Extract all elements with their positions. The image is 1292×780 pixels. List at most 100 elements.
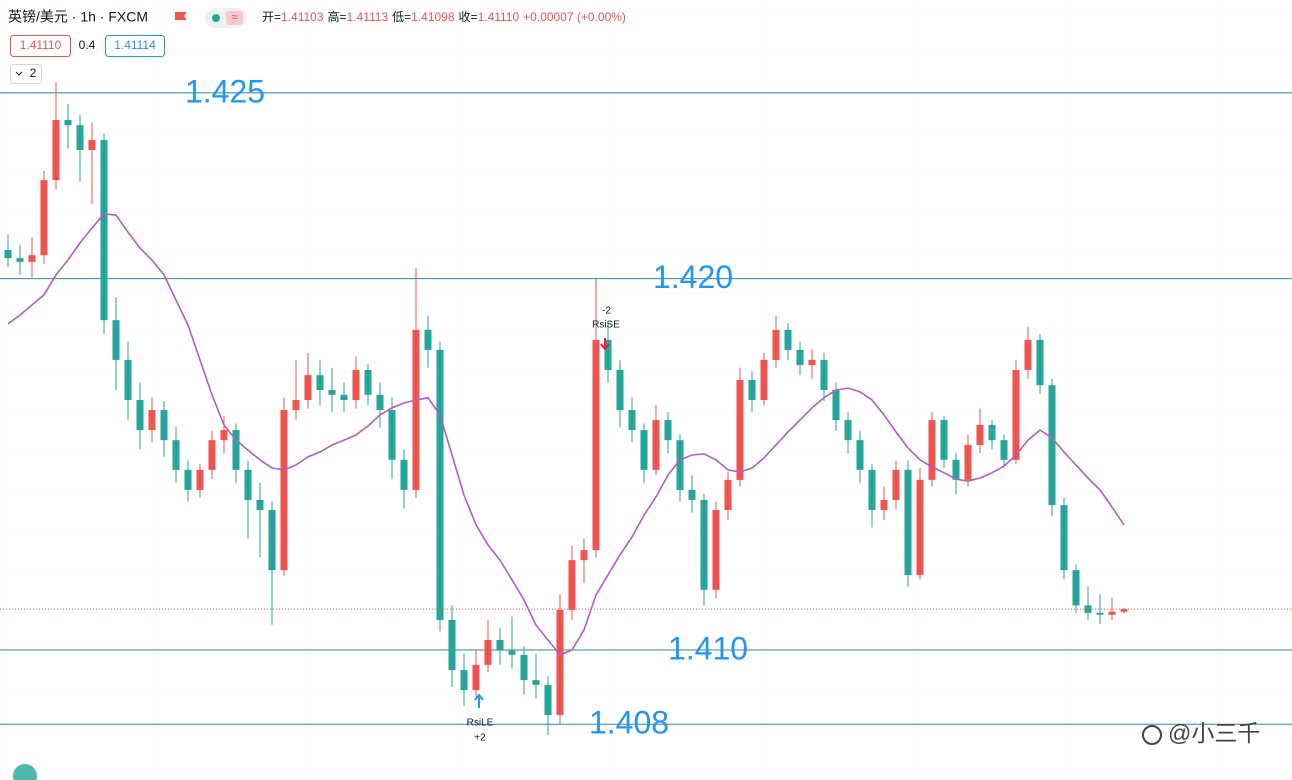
candle-body xyxy=(976,424,984,445)
candle-body xyxy=(724,479,732,510)
candle-body xyxy=(496,639,504,650)
candle-body xyxy=(568,560,576,610)
candle-body xyxy=(952,459,960,480)
candle-body xyxy=(796,349,804,366)
candle-body xyxy=(784,329,792,350)
candle-body xyxy=(88,140,96,151)
candle-body xyxy=(772,329,780,360)
horizontal-line-label: 1.408 xyxy=(589,705,669,741)
candle-body xyxy=(988,424,996,441)
candle-body xyxy=(1108,611,1116,615)
candle-body xyxy=(124,359,132,401)
candle-body xyxy=(448,619,456,671)
moving-average xyxy=(7,213,1125,656)
signal-arrow-down xyxy=(600,338,610,351)
status-dot xyxy=(212,14,220,22)
candle-body xyxy=(520,654,528,681)
indicator-toggle[interactable] xyxy=(10,64,42,84)
bid-box[interactable] xyxy=(10,35,71,57)
label: 高= xyxy=(328,9,347,24)
candle-body xyxy=(4,249,12,259)
candle-body xyxy=(1012,369,1020,460)
horizontal-line-label: 1.410 xyxy=(668,630,748,666)
candle-body xyxy=(424,329,432,350)
candle-body xyxy=(100,140,108,321)
candle-body xyxy=(400,459,408,490)
candle-body xyxy=(700,499,708,590)
candle-body xyxy=(112,320,120,360)
candle-body xyxy=(736,379,744,480)
watermark-text: @小三千 xyxy=(1168,720,1260,746)
candle-body xyxy=(592,339,600,551)
candle-body xyxy=(1120,609,1128,612)
candle-body xyxy=(136,400,144,431)
candle-body xyxy=(652,420,660,470)
candle-body xyxy=(40,180,48,256)
change: +0.00007 (+0.00%) xyxy=(523,10,626,24)
signal-name: RsiLE xyxy=(467,718,494,729)
candle-body xyxy=(316,375,324,390)
candle-body xyxy=(1060,505,1068,571)
candle-body xyxy=(64,119,72,126)
signal-count: +2 xyxy=(474,733,486,744)
candle-body xyxy=(964,444,972,480)
ohlc-values: 开=1.41103 高=1.41113 低=1.41098 收=1.41110 +0.0… xyxy=(262,9,626,24)
candle-body xyxy=(820,359,828,390)
watermark-icon xyxy=(1142,725,1162,745)
ask-box[interactable] xyxy=(105,35,165,57)
candle-body xyxy=(328,390,336,395)
candle-body xyxy=(676,440,684,490)
candle-body xyxy=(832,390,840,421)
candle-body xyxy=(1048,385,1056,506)
flag-icon xyxy=(175,12,187,20)
candle-body xyxy=(604,339,612,370)
candle-body xyxy=(460,670,468,691)
candle-body xyxy=(940,420,948,460)
value: 1.41103 xyxy=(281,10,324,24)
candle-body xyxy=(868,469,876,510)
value: 1.41098 xyxy=(411,10,455,24)
logo-icon[interactable] xyxy=(13,764,37,780)
candle-body xyxy=(244,469,252,500)
candle-body xyxy=(28,255,36,262)
candle-body xyxy=(52,119,60,181)
signal-name: RsiSE xyxy=(592,320,620,331)
value: 1.41113 xyxy=(347,10,389,24)
candle-body xyxy=(712,509,720,590)
candle-body xyxy=(16,258,24,262)
candle-body xyxy=(616,369,624,411)
candle-body xyxy=(436,349,444,620)
candle-body xyxy=(388,410,396,460)
candle-body xyxy=(172,440,180,470)
candle-body xyxy=(196,469,204,490)
candle-body xyxy=(892,469,900,500)
ask: 1.41114 xyxy=(114,38,156,52)
label: 收= xyxy=(459,10,478,24)
header: 英镑/美元 · 1h · FXCM ≈ 开=1.41103 高=1.41113 低=… xyxy=(8,8,626,84)
candle-body xyxy=(880,499,888,510)
spread: 0.4 xyxy=(79,38,96,52)
candle-body xyxy=(148,410,156,431)
candle-body xyxy=(808,359,816,366)
candle-body xyxy=(1084,605,1092,613)
candle-body xyxy=(1072,570,1080,606)
signal-arrow-up xyxy=(474,693,484,708)
candle-body xyxy=(760,359,768,401)
candle-body xyxy=(1000,440,1008,460)
symbol: 英镑/美元 · 1h · FXCM xyxy=(8,9,148,25)
plot: 1.425 1.420 1.410 1.408 -2 RsiSE RsiLE +2 xyxy=(0,73,1292,744)
candle-body xyxy=(208,440,216,470)
candle-body xyxy=(748,379,756,401)
chevron xyxy=(15,71,23,76)
bid: 1.41110 xyxy=(20,38,62,52)
candle-body xyxy=(904,469,912,575)
candle-body xyxy=(268,509,276,571)
candle-body xyxy=(640,430,648,470)
signal-count: -2 xyxy=(602,306,611,317)
candle-body xyxy=(76,125,84,151)
label: 开= xyxy=(262,10,281,24)
candle-body xyxy=(292,400,300,411)
candle-body xyxy=(232,430,240,470)
candle-body xyxy=(916,479,924,575)
candle-body xyxy=(928,420,936,480)
